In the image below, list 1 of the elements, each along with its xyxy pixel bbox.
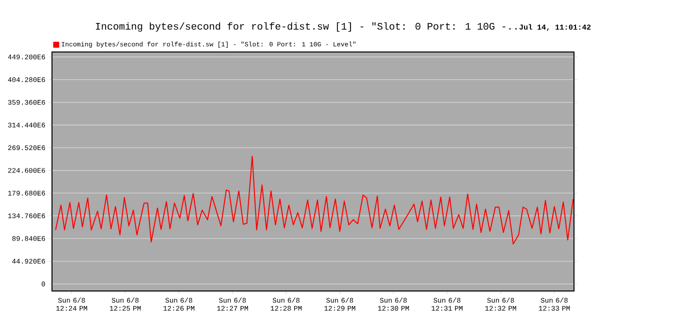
chart-title: Incoming bytes/second for rolfe-dist.sw [1] - "Slot: 0 Port: 1 10G -.. xyxy=(96,22,517,32)
